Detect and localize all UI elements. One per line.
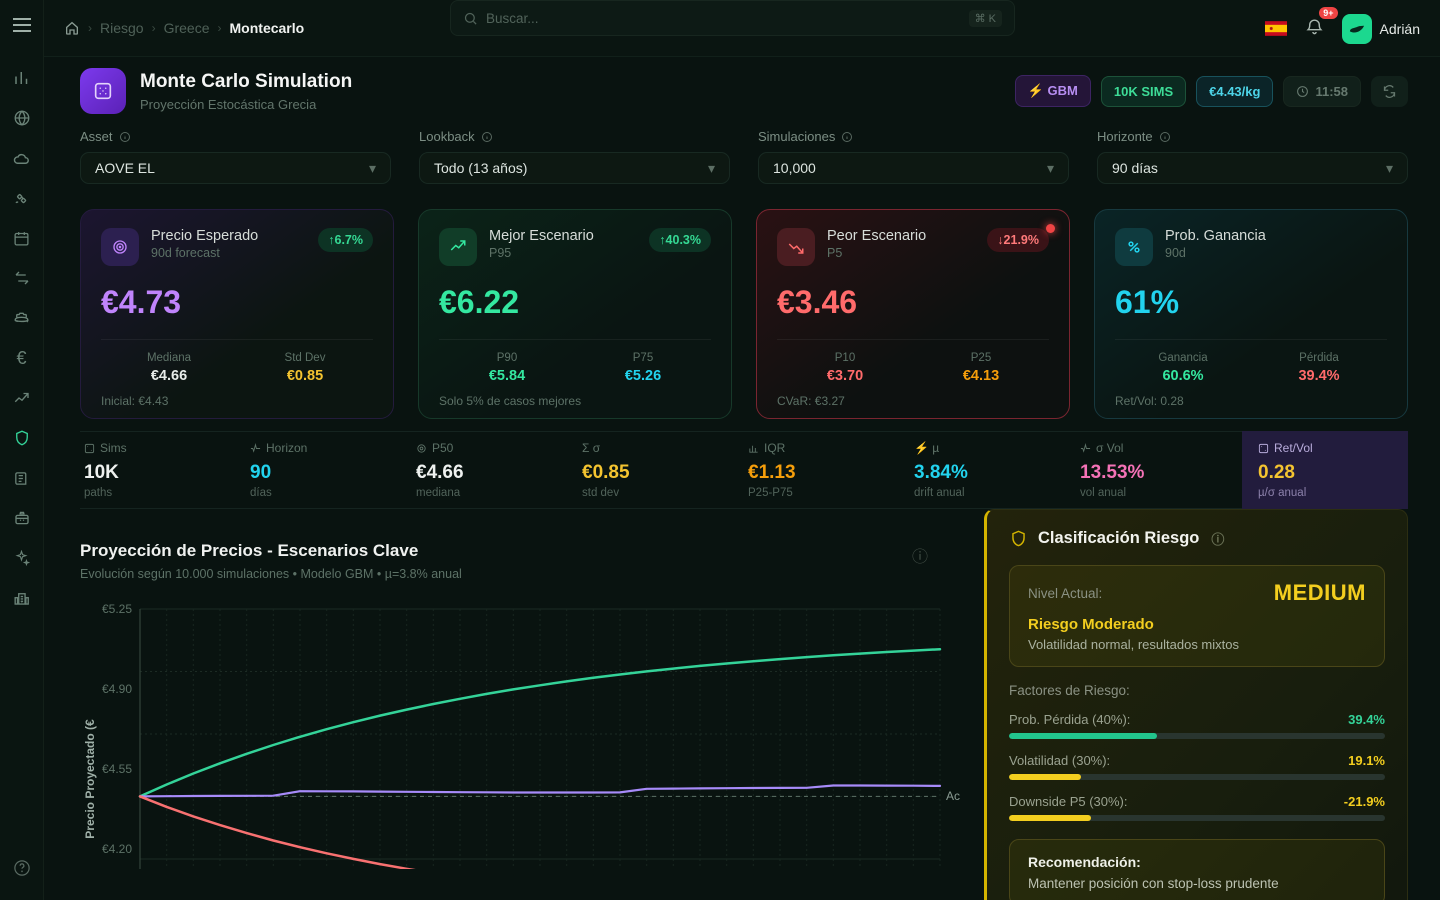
- svg-text:Ac: Ac: [946, 789, 960, 803]
- svg-text:€4.20: €4.20: [102, 842, 132, 856]
- svg-text:€4.55: €4.55: [102, 762, 132, 776]
- svg-text:€5.25: €5.25: [102, 602, 132, 616]
- svg-text:€4.90: €4.90: [102, 682, 132, 696]
